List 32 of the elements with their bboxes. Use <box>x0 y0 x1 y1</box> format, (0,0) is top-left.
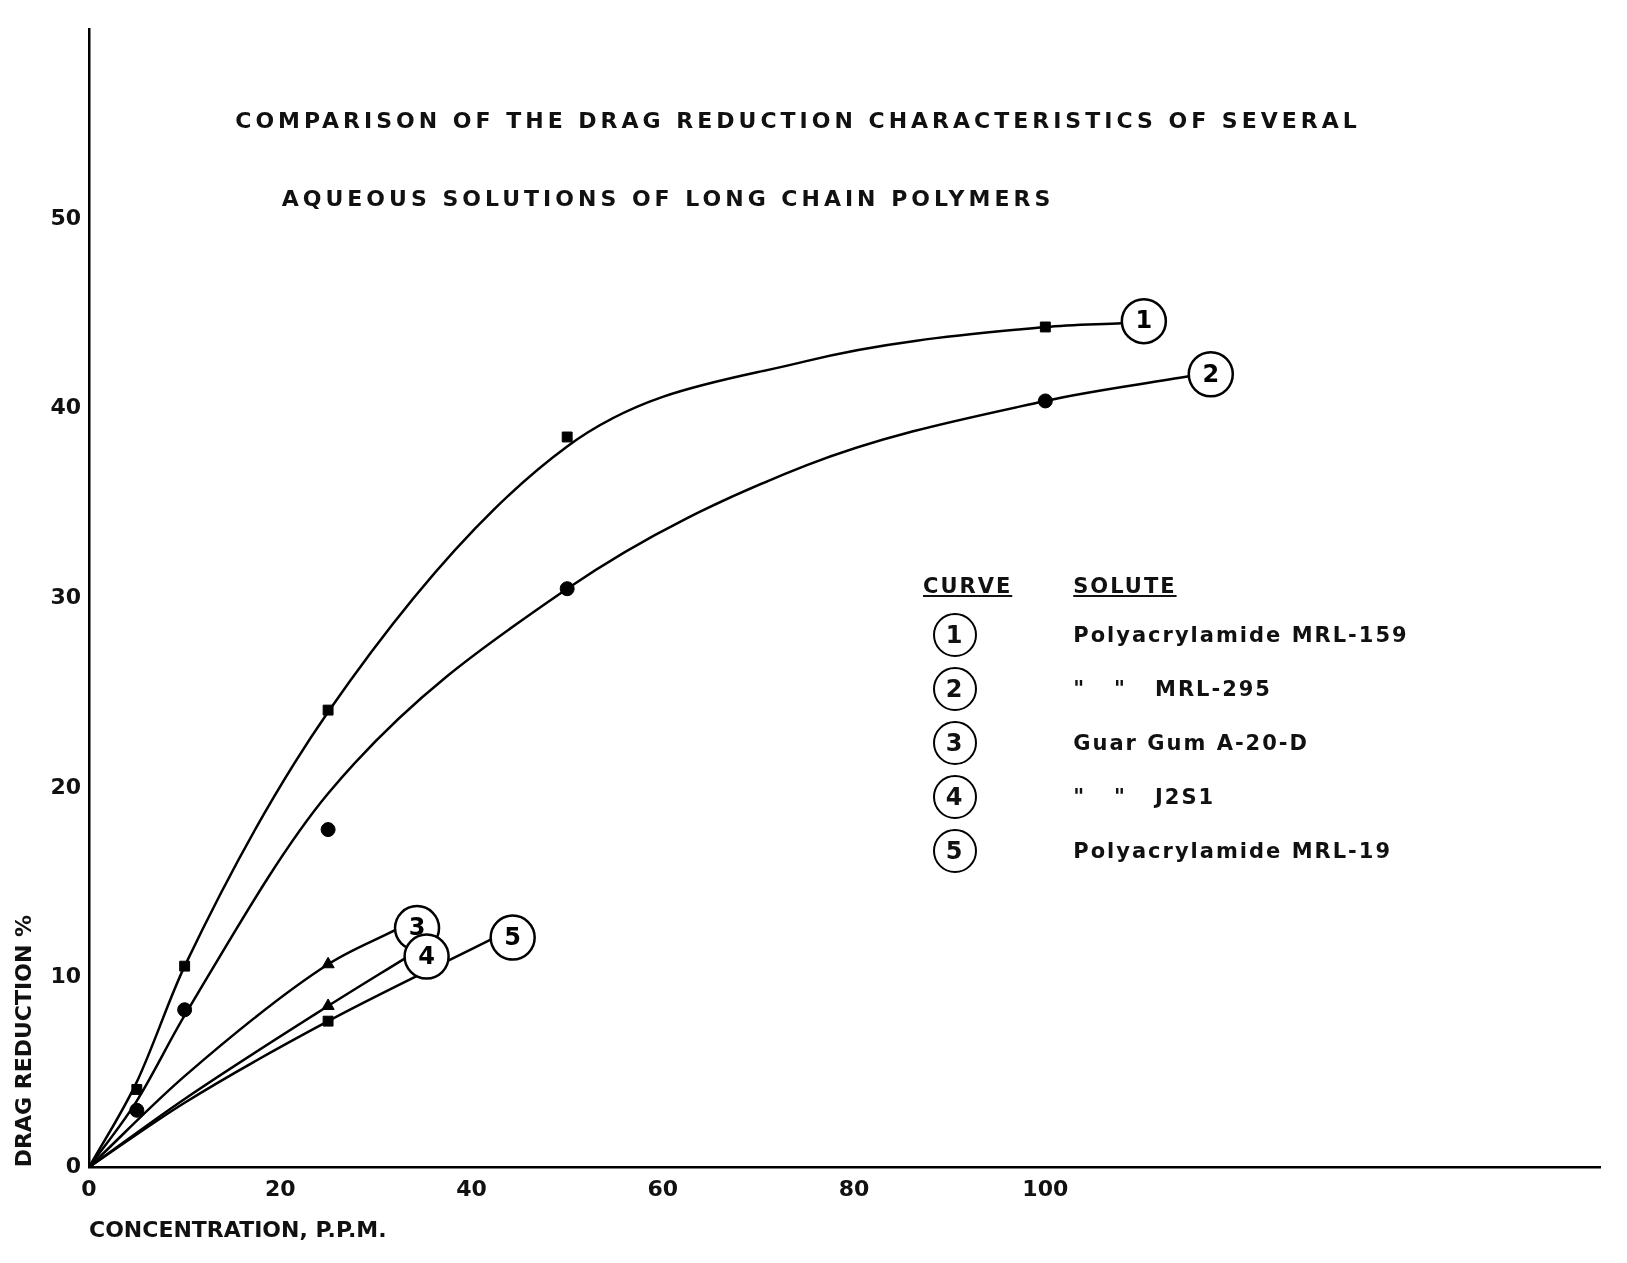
y-tick-label: 40 <box>50 394 82 420</box>
legend-label: 4 <box>418 941 435 970</box>
text: 4 <box>945 783 965 811</box>
y-tick-label: 0 <box>65 1152 82 1178</box>
legend-label: 5 <box>933 829 977 873</box>
annotation: SOLUTE <box>1072 573 1178 600</box>
y-tick-label: 30 <box>50 583 82 609</box>
text: 1 <box>945 621 965 649</box>
x-tick-label: 80 <box>838 1176 870 1202</box>
y-axis-title: DRAG REDUCTION % <box>10 915 36 1168</box>
x-tick-label: 40 <box>456 1176 487 1202</box>
annotation: CURVE <box>923 573 1014 600</box>
text: 5 <box>504 922 522 951</box>
annotation: Polyacrylamide MRL-19 <box>1072 838 1394 865</box>
x-tick-label: 100 <box>1022 1176 1069 1202</box>
series-label: 1 <box>1135 306 1153 335</box>
y-tick-label: 20 <box>50 773 82 799</box>
y-tick-label: 10 <box>50 963 82 989</box>
text: AQUEOUS SOLUTIONS OF LONG CHAIN POLYMERS <box>280 186 1056 211</box>
x-tick-label: 20 <box>264 1176 296 1202</box>
legend-label: 3 <box>933 721 977 765</box>
x-tick-label: 60 <box>647 1176 679 1202</box>
annotation: " " MRL-295 <box>1072 676 1273 703</box>
annotation: " " J2S1 <box>1072 784 1217 811</box>
annotation: Guar Gum A-20-D <box>1072 730 1310 757</box>
text: 2 <box>1202 359 1220 388</box>
annotation: Polyacrylamide MRL-159 <box>1072 622 1410 649</box>
legend-label: 2 <box>933 667 977 711</box>
x-axis-title: CONCENTRATION, P.P.M. <box>89 1216 387 1242</box>
y-tick-label: 50 <box>50 204 82 230</box>
text: 3 <box>408 913 426 942</box>
text: COMPARISON OF THE DRAG REDUCTION CHARACTERISTICS OF SEVERAL <box>234 108 1362 133</box>
